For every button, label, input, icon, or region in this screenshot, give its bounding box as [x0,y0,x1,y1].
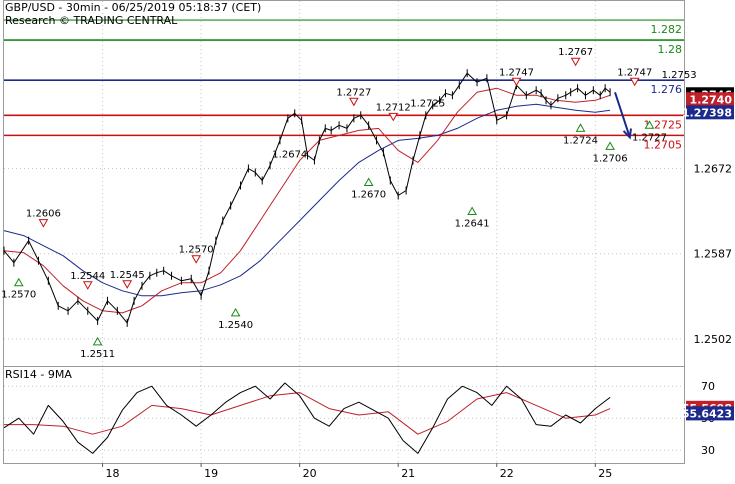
x-tick-label: 22 [500,467,514,480]
trough-label: 1.2706 [593,153,628,164]
rsi-value-label-box [686,406,734,421]
peak-label: 1.2606 [26,209,61,220]
peak-label: 1.2767 [558,47,593,58]
x-tick-label: 18 [106,467,120,480]
level-label: 1.276 [651,83,683,96]
trough-marker [13,277,24,287]
ma-value-label: 1.27398 [682,106,732,119]
annotations-layer: 1.2606 1.2570 1.2544 1.2545 1.2511 1.2570 1.25… [1,47,696,360]
y-tick-label: 1.2587 [694,248,733,261]
peak-label: 1.2712 [376,102,411,113]
level-label: 1.282 [651,23,683,36]
rsi-y-tick-label: 30 [701,444,715,457]
ma-value-label-box [686,105,734,120]
rsi-layer: 55.569855.6423 [3,382,734,454]
trough-marker [605,141,615,150]
chart-source: Research © TRADING CENTRAL [5,14,178,27]
y-tick-label: 1.2502 [694,333,733,346]
trough-marker [230,307,241,317]
peak-label: 1.2544 [70,271,105,282]
x-tick-label: 25 [598,467,612,480]
peak-label: 1.2570 [179,245,214,256]
forecast-arrow-shaft [614,91,631,138]
x-tick-label: 21 [401,467,415,480]
peak-marker [388,112,399,122]
trough-label: 1.2511 [80,349,115,360]
trough-label: 1.2570 [1,290,36,301]
trough-label: 1.2724 [563,135,598,146]
forecast-arrow-head [622,128,632,140]
trough-label: 1.2540 [218,320,253,331]
level-label: 1.2705 [644,138,683,151]
peak-label: 1.2747 [617,67,652,78]
level-label: 1.28 [658,43,683,56]
trough-label: 1.2641 [455,219,490,230]
trough-marker [644,120,655,129]
peak-label: 1.2747 [499,67,534,78]
peak-marker [122,280,133,289]
rsi-panel-title: RSI14 - 9MA [5,368,72,381]
x-tick-label: 20 [303,467,317,480]
peak-marker [82,281,93,290]
trough-marker [575,123,586,132]
price-line [3,72,611,324]
series-layer [3,69,632,327]
peak-marker [511,77,522,87]
trough-marker [92,336,103,346]
peak-marker [191,255,202,264]
peak-label: 1.2727 [336,87,371,98]
ma-value-label: 1.2740 [690,93,733,106]
rsi-value-label: 55.6423 [682,407,732,420]
peak-marker [570,57,581,67]
trough-label: 1.2670 [351,189,386,200]
y-tick-label: 1.2672 [694,162,733,175]
trough-marker [363,177,374,186]
peak-marker [38,219,49,228]
peak-marker [348,97,359,107]
ma-slow-line [3,103,611,297]
ma-value-label-box [686,92,734,107]
grid-layer [4,1,684,463]
price-label: 1.2753 [662,70,697,81]
axis-layer: 1819202122251.25021.25871.26723050701.27… [102,87,734,480]
price-label: 1.2725 [410,98,445,109]
price-label: 1.2674 [272,149,307,160]
peak-marker [629,77,640,87]
trough-label: 1.2727 [632,132,667,143]
rsi-line [3,382,611,454]
rsi-y-tick-label: 70 [701,380,715,393]
peak-label: 1.2545 [110,270,145,281]
chart-title: GBP/USD - 30min - 06/25/2019 05:18:37 (C… [5,1,261,14]
trough-marker [467,206,477,216]
x-tick-label: 19 [204,467,218,480]
